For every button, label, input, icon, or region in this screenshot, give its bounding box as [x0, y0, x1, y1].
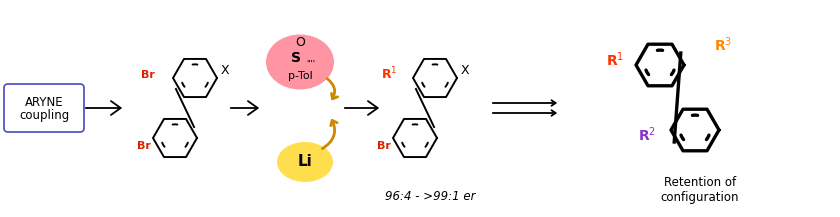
Text: 96:4 - >99:1 er: 96:4 - >99:1 er [385, 191, 475, 204]
Text: Br: Br [137, 141, 151, 151]
Text: S: S [291, 51, 301, 65]
Text: p-Tol: p-Tol [287, 71, 312, 81]
Ellipse shape [277, 142, 333, 182]
Text: R$^1$: R$^1$ [381, 66, 397, 82]
Text: X: X [221, 64, 229, 77]
Text: R$^3$: R$^3$ [714, 36, 732, 54]
Text: Br: Br [141, 70, 155, 80]
Text: X: X [461, 64, 470, 77]
FancyBboxPatch shape [4, 84, 84, 132]
Text: R$^1$: R$^1$ [606, 51, 624, 69]
Text: coupling: coupling [18, 110, 69, 123]
Ellipse shape [266, 35, 334, 89]
Text: Li: Li [297, 155, 312, 169]
Text: O: O [295, 36, 305, 49]
Text: ARYNE: ARYNE [24, 95, 63, 108]
Text: Retention of
configuration: Retention of configuration [661, 176, 739, 204]
Text: Br: Br [377, 141, 391, 151]
Text: '''': '''' [306, 59, 315, 69]
Text: R$^2$: R$^2$ [638, 126, 656, 144]
